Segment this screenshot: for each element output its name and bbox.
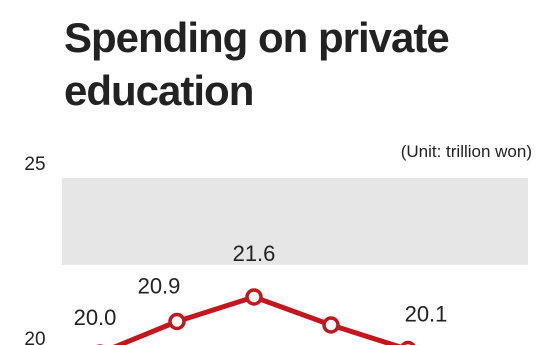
marker — [168, 312, 186, 331]
marker — [245, 288, 263, 306]
marker — [322, 316, 340, 334]
chart-title: Spending on private education — [64, 14, 449, 114]
y-tick-label: 20 — [24, 329, 45, 345]
marker — [400, 340, 416, 345]
value-label: 20.0 — [74, 305, 117, 330]
value-label: 20.1 — [405, 302, 448, 327]
unit-label: (Unit: trillion won) — [401, 142, 532, 161]
value-label: 21.6 — [233, 241, 276, 266]
plot-band — [62, 178, 528, 265]
value-label: 20.9 — [138, 274, 181, 299]
y-tick-label: 25 — [24, 154, 45, 175]
